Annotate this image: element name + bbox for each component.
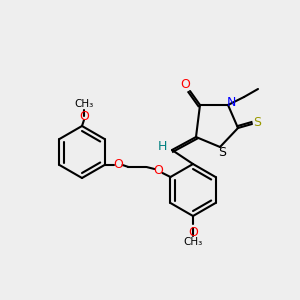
Text: CH₃: CH₃ [183,237,202,247]
Text: O: O [180,79,190,92]
Text: S: S [218,146,226,158]
Text: S: S [253,116,261,128]
Text: N: N [226,95,236,109]
Text: O: O [113,158,123,172]
Text: O: O [154,164,164,178]
Text: O: O [79,110,89,122]
Text: O: O [188,226,198,238]
Text: H: H [157,140,167,152]
Text: CH₃: CH₃ [74,99,94,109]
